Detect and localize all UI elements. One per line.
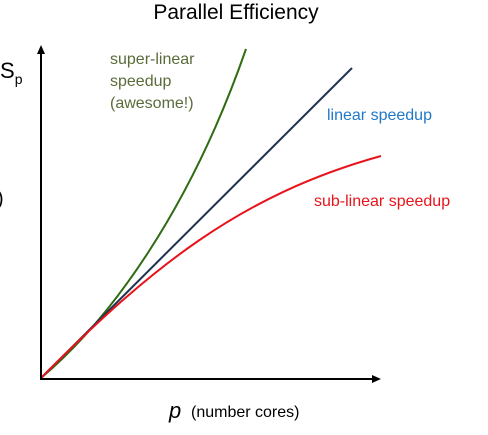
sub-linear-curve <box>40 155 382 379</box>
sub-linear-label: sub-linear speedup <box>314 193 450 210</box>
super-linear-label-line-3: (awesome!) <box>110 95 194 112</box>
y-axis-symbol: S <box>0 58 15 83</box>
super-linear-curve <box>40 48 247 379</box>
super-linear-label-line-2: speedup <box>110 73 171 90</box>
super-linear-label-line-1: super-linear <box>110 51 195 68</box>
x-axis-arrowhead <box>372 375 381 383</box>
y-axis-arrowhead <box>37 45 45 54</box>
x-axis-caption: (number cores) <box>191 404 299 421</box>
edge-parenthesis: ) <box>0 188 4 210</box>
x-axis-symbol: p <box>168 398 181 423</box>
linear-label: linear speedup <box>327 107 432 124</box>
y-axis-label: Sp <box>0 58 23 87</box>
diagram-title: Parallel Efficiency <box>153 1 319 24</box>
y-axis-subscript: p <box>15 71 23 87</box>
